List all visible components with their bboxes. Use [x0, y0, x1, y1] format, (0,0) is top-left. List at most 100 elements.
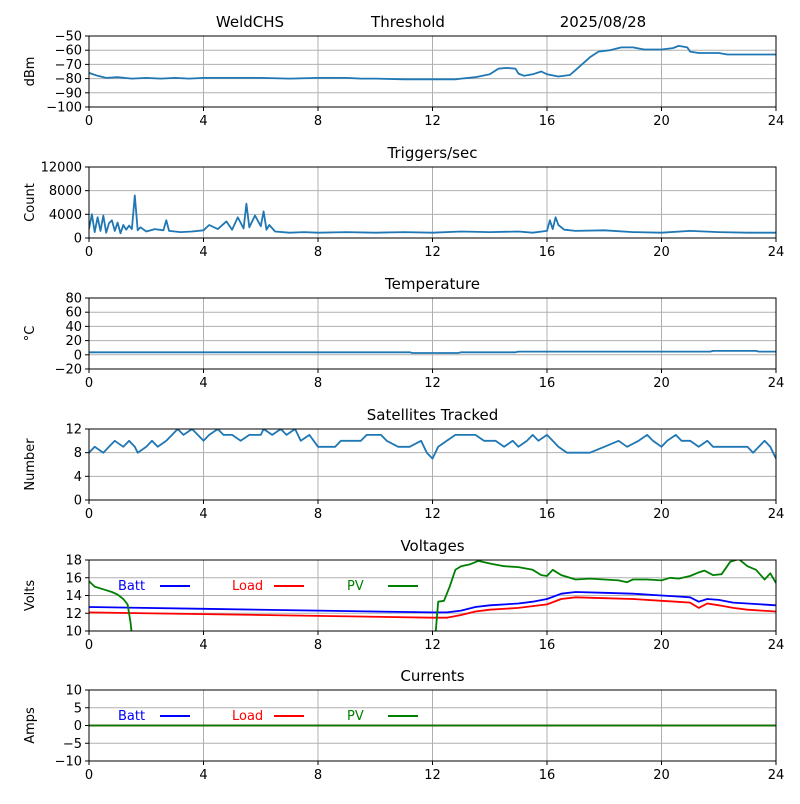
y-tick-label: −20 [55, 363, 82, 378]
panel-satellites: 0 4 8 12 16 20 24 0 4 8 12 Satellites Tracked Number [23, 406, 784, 522]
y-tick-label: 60 [65, 306, 82, 321]
x-tick-label: 20 [653, 245, 670, 260]
legend-label-batt: Batt [118, 709, 145, 724]
x-tick-label: 24 [768, 376, 785, 391]
x-tick-label: 12 [424, 507, 441, 522]
y-tick-label: 10 [65, 625, 82, 640]
legend-label-load: Load [232, 579, 263, 594]
x-tick-label: 8 [314, 638, 322, 653]
x-tick-label: 4 [199, 114, 207, 129]
panel-title: Satellites Tracked [367, 406, 498, 424]
panel-title: Triggers/sec [387, 144, 478, 162]
x-tick-label: 16 [539, 507, 556, 522]
x-tick-label: 20 [653, 114, 670, 129]
series-line-load [89, 596, 776, 619]
y-tick-label: 5 [74, 701, 82, 716]
panel-title: Voltages [400, 537, 464, 555]
y-tick-label: 18 [65, 554, 82, 569]
x-tick-label: 0 [85, 114, 93, 129]
series-line-data [89, 45, 776, 81]
panel-title: Currents [400, 667, 464, 685]
series-line-data [89, 194, 776, 235]
x-tick-label: 4 [199, 376, 207, 391]
legend-label-load: Load [232, 709, 263, 724]
x-tick-label: 20 [653, 638, 670, 653]
x-tick-label: 16 [539, 768, 556, 783]
x-tick-label: 24 [768, 507, 785, 522]
y-axis-label: Amps [23, 707, 38, 744]
x-tick-label: 8 [314, 114, 322, 129]
panel-rssi: 0 4 8 12 16 20 24 −100−90−80−70−60−50 dBm [23, 30, 784, 130]
x-tick-label: 12 [424, 768, 441, 783]
panel-voltages: 0 4 8 12 16 20 24 10 12 14 16 18 Voltages Volts Batt Lo… [23, 537, 784, 653]
x-tick-label: 8 [314, 507, 322, 522]
y-tick-label: −80 [55, 72, 82, 87]
header-mode: Threshold [370, 13, 445, 31]
x-tick-label: 16 [539, 114, 556, 129]
y-tick-label: 8 [74, 446, 82, 461]
x-tick-label: 24 [768, 638, 785, 653]
y-tick-label: −90 [55, 86, 82, 101]
y-tick-label: −50 [55, 30, 82, 45]
series-line-pv-2 [434, 560, 776, 631]
y-tick-label: 20 [65, 334, 82, 349]
x-tick-label: 24 [768, 114, 785, 129]
y-tick-label: 4000 [49, 208, 82, 223]
x-tick-label: 20 [653, 376, 670, 391]
legend-label-pv: PV [347, 709, 364, 724]
x-tick-label: 8 [314, 245, 322, 260]
panel-title: Temperature [384, 275, 480, 293]
y-axis-label: Volts [23, 580, 38, 612]
x-tick-label: 16 [539, 376, 556, 391]
y-tick-label: 12 [65, 607, 82, 622]
x-tick-label: 4 [199, 507, 207, 522]
y-axis-label: °C [23, 326, 38, 342]
x-tick-label: 20 [653, 768, 670, 783]
series-line-batt [89, 591, 776, 614]
y-tick-label: 0 [74, 232, 82, 247]
x-tick-label: 24 [768, 245, 785, 260]
series-line-pv [89, 580, 133, 631]
x-tick-label: 16 [539, 245, 556, 260]
y-tick-label: −5 [63, 737, 82, 752]
x-tick-label: 24 [768, 768, 785, 783]
y-tick-label: −100 [46, 101, 82, 116]
y-tick-label: 12000 [41, 161, 82, 176]
panel-triggers: 0 4 8 12 16 20 24 0 4000 8000 12000 Triggers/sec Cou… [23, 144, 784, 260]
panel-currents: 0 4 8 12 16 20 24 −10 −5 0 5 10 Currents Amps Batt Load… [23, 667, 784, 783]
x-tick-label: 0 [85, 507, 93, 522]
header-site: WeldCHS [216, 13, 284, 31]
legend-label-pv: PV [347, 579, 364, 594]
y-axis-label: Count [23, 183, 38, 222]
x-tick-label: 0 [85, 768, 93, 783]
y-tick-label: 40 [65, 320, 82, 335]
x-tick-label: 0 [85, 638, 93, 653]
x-tick-label: 12 [424, 638, 441, 653]
y-tick-label: 80 [65, 292, 82, 307]
y-axis-label: Number [23, 438, 38, 491]
x-tick-label: 12 [424, 245, 441, 260]
x-tick-label: 8 [314, 768, 322, 783]
x-tick-label: 0 [85, 376, 93, 391]
y-axis-label: dBm [23, 57, 38, 87]
y-tick-label: −70 [55, 58, 82, 73]
series-line-data [89, 350, 776, 354]
y-tick-label: 12 [65, 423, 82, 438]
x-tick-label: 4 [199, 245, 207, 260]
x-tick-label: 4 [199, 638, 207, 653]
y-tick-label: −60 [55, 44, 82, 59]
legend-label-batt: Batt [118, 579, 145, 594]
y-tick-label: 4 [74, 470, 82, 485]
y-tick-label: −10 [55, 755, 82, 770]
x-tick-label: 20 [653, 507, 670, 522]
y-tick-label: 16 [65, 571, 82, 586]
y-tick-label: 8000 [49, 184, 82, 199]
y-tick-label: 0 [74, 719, 82, 734]
x-tick-label: 8 [314, 376, 322, 391]
x-tick-label: 12 [424, 114, 441, 129]
x-tick-label: 0 [85, 245, 93, 260]
x-tick-label: 4 [199, 768, 207, 783]
